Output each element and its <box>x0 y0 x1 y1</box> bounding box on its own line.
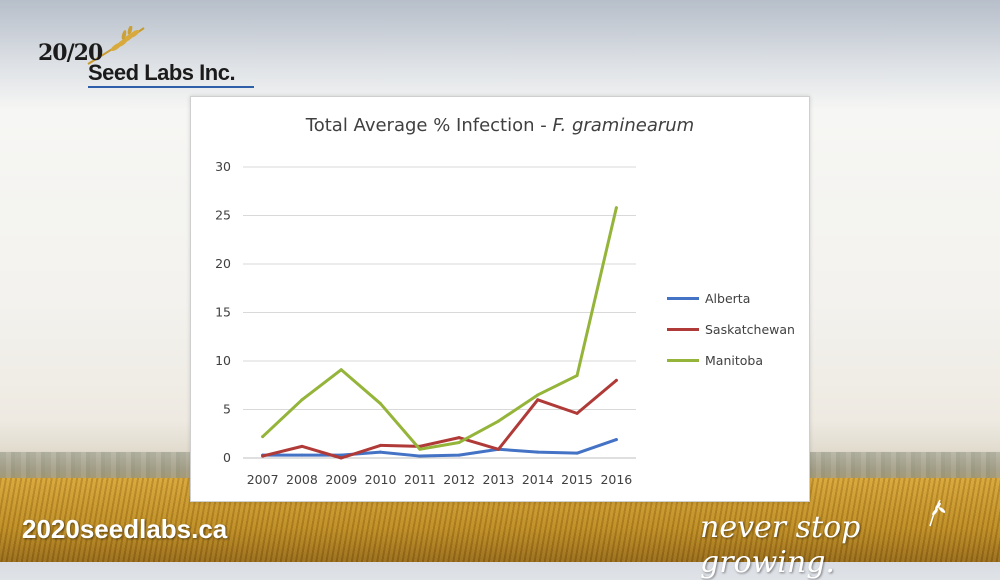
data-point-manitoba <box>261 435 265 439</box>
data-point-manitoba <box>339 368 343 372</box>
company-logo: 20/20 Seed Labs Inc. <box>38 26 268 88</box>
y-tick-label: 15 <box>215 305 231 320</box>
series-line-saskatchewan <box>261 378 618 460</box>
data-point-alberta <box>614 438 618 442</box>
data-point-manitoba <box>496 419 500 423</box>
x-tick-label: 2009 <box>325 472 357 487</box>
x-tick-label: 2014 <box>522 472 554 487</box>
data-point-alberta <box>418 454 422 458</box>
y-tick-label: 25 <box>215 208 231 223</box>
data-point-saskatchewan <box>614 378 618 382</box>
wheat-logo-icon <box>87 26 145 65</box>
legend-item-saskatchewan: Saskatchewan <box>667 314 795 345</box>
series-line-alberta <box>261 438 618 458</box>
data-point-saskatchewan <box>536 398 540 402</box>
data-point-manitoba <box>614 206 618 210</box>
chart-legend: Alberta Saskatchewan Manitoba <box>667 283 795 376</box>
data-point-alberta <box>300 453 304 457</box>
x-tick-label: 2010 <box>365 472 397 487</box>
logo-company-name: Seed Labs Inc. <box>88 60 236 85</box>
data-point-alberta <box>536 450 540 454</box>
data-point-alberta <box>457 453 461 457</box>
logo-number: 20/20 <box>38 40 103 66</box>
y-tick-label: 10 <box>215 353 231 368</box>
data-point-saskatchewan <box>496 447 500 451</box>
data-point-alberta <box>339 453 343 457</box>
data-point-saskatchewan <box>300 444 304 448</box>
legend-item-alberta: Alberta <box>667 283 795 314</box>
y-tick-label: 20 <box>215 256 231 271</box>
y-tick-label: 30 <box>215 159 231 174</box>
legend-label: Manitoba <box>705 353 763 368</box>
data-point-manitoba <box>300 398 304 402</box>
data-point-saskatchewan <box>575 411 579 415</box>
legend-swatch <box>667 328 699 331</box>
data-point-saskatchewan <box>261 454 265 458</box>
data-point-saskatchewan <box>379 443 383 447</box>
series-line-manitoba <box>261 206 618 451</box>
data-point-alberta <box>379 450 383 454</box>
x-tick-label: 2013 <box>483 472 515 487</box>
data-point-manitoba <box>536 393 540 397</box>
x-tick-label: 2015 <box>561 472 593 487</box>
data-point-manitoba <box>457 440 461 444</box>
tagline: never stop growing. <box>700 510 861 580</box>
legend-label: Alberta <box>705 291 751 306</box>
x-tick-label: 2008 <box>286 472 318 487</box>
sky-background <box>0 0 1000 110</box>
x-tick-label: 2007 <box>247 472 279 487</box>
wheat-sprig-icon <box>929 499 946 527</box>
chart-panel: Total Average % Infection - F. graminear… <box>190 96 810 502</box>
website-url[interactable]: 2020seedlabs.ca <box>22 514 228 544</box>
data-point-saskatchewan <box>457 436 461 440</box>
x-tick-label: 2016 <box>600 472 632 487</box>
legend-swatch <box>667 297 699 300</box>
y-tick-label: 0 <box>223 450 231 465</box>
x-tick-label: 2012 <box>443 472 475 487</box>
data-point-manitoba <box>379 402 383 406</box>
legend-label: Saskatchewan <box>705 322 795 337</box>
data-point-manitoba <box>575 374 579 378</box>
line-chart: 0 5 10 15 20 25 30 2007 2008 2009 2010 2011 2012 2013… <box>215 159 636 487</box>
y-tick-label: 5 <box>223 402 231 417</box>
data-point-alberta <box>575 451 579 455</box>
legend-swatch <box>667 359 699 362</box>
legend-item-manitoba: Manitoba <box>667 345 795 376</box>
data-point-manitoba <box>418 447 422 451</box>
data-point-saskatchewan <box>339 456 343 460</box>
chart-title: Total Average % Infection - F. graminear… <box>305 115 695 136</box>
logo-underline <box>88 86 254 88</box>
x-tick-label: 2011 <box>404 472 436 487</box>
